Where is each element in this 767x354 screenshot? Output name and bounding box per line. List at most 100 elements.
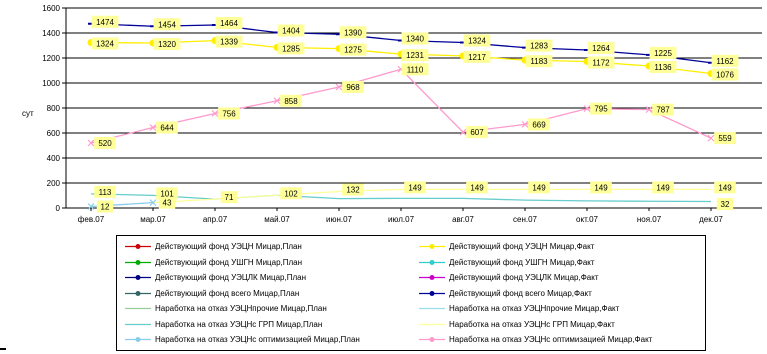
data-label: 520 <box>98 139 112 148</box>
legend-label: Наработка на отказ УЭЦНпрочие Мицар,Факт <box>449 304 620 313</box>
series-point <box>707 134 715 142</box>
data-label-bg <box>716 198 734 210</box>
legend-label: Наработка на отказ УЭЦНс оптимизацией Ми… <box>449 335 653 344</box>
data-label-bg <box>280 187 302 200</box>
data-label-bg <box>91 37 119 50</box>
y-tick-label: 400 <box>47 154 61 163</box>
series-point <box>273 97 281 105</box>
x-tick-label: окт.07 <box>576 215 598 224</box>
data-label: 968 <box>346 83 360 92</box>
data-label-bg <box>463 34 491 47</box>
data-label: 1183 <box>530 57 548 66</box>
legend-label: Наработка на отказ УЭЦНс оптимизацией Ми… <box>155 335 360 344</box>
data-label-bg <box>590 181 612 194</box>
data-label: 32 <box>721 200 730 209</box>
data-label: 787 <box>656 106 670 115</box>
data-label-bg <box>339 43 367 56</box>
legend-label: Наработка на отказ УЭЦНс ГРП Мицар,План <box>155 319 323 329</box>
y-tick-label: 1000 <box>42 79 60 88</box>
data-label: 1283 <box>530 42 548 51</box>
data-label-bg <box>587 42 615 54</box>
data-label: 149 <box>408 183 422 192</box>
legend-label: Наработка на отказ УЭЦНс ГРП Мицар,Факт <box>449 319 615 329</box>
data-label-bg <box>280 94 302 107</box>
data-label-bg <box>466 181 488 194</box>
data-label-bg <box>466 126 488 139</box>
x-tick-label: апр.07 <box>203 215 228 224</box>
data-label: 1225 <box>654 49 672 58</box>
data-label: 1136 <box>654 63 672 72</box>
legend-swatch <box>419 259 445 265</box>
legend-label: Действующий фонд УЭЦН Мицар,Факт <box>449 242 595 251</box>
data-label: 1275 <box>344 46 362 55</box>
legend-label: Действующий фонд УШГН Мицар,Факт <box>449 257 595 267</box>
data-label: 149 <box>470 183 484 192</box>
data-label-bg <box>218 107 240 120</box>
series-point <box>645 106 653 114</box>
x-tick-label: май.07 <box>264 215 290 224</box>
data-label-bg <box>215 35 243 48</box>
data-label-bg <box>649 46 677 59</box>
data-label: 607 <box>470 128 484 137</box>
legend-swatch <box>419 307 445 310</box>
legend-swatch <box>419 337 445 342</box>
series-line <box>90 193 712 203</box>
y-tick-label: 0 <box>56 204 61 213</box>
data-label-bg <box>91 15 119 28</box>
series-point <box>521 120 529 128</box>
data-label-bg <box>590 102 612 115</box>
series-point <box>583 105 591 113</box>
data-label: 1464 <box>220 19 238 28</box>
data-label-bg <box>714 132 736 145</box>
data-label-bg <box>342 183 364 196</box>
data-label-bg <box>342 81 364 93</box>
data-label-bg <box>94 137 116 149</box>
chart-legend: Действующий фонд УЭЦН Мицар,План Действую… <box>116 235 706 351</box>
data-label: 1285 <box>282 44 300 53</box>
series-point <box>459 128 467 136</box>
series-point <box>87 203 95 210</box>
data-label: 756 <box>222 110 236 119</box>
data-label: 1231 <box>406 51 424 60</box>
data-label-bg <box>528 181 550 194</box>
x-tick-label: июн.07 <box>326 215 353 224</box>
data-label: 1217 <box>468 53 486 62</box>
data-label: 149 <box>718 183 732 192</box>
legend-swatch <box>125 275 151 280</box>
legend-label: Действующий фонд всего Мицар,Факт <box>449 288 592 298</box>
data-label-bg <box>463 50 491 63</box>
data-label: 1390 <box>344 28 362 37</box>
series-point <box>87 139 95 147</box>
data-label-bg <box>711 68 739 81</box>
series-point <box>211 110 219 117</box>
data-label-bg <box>587 56 615 69</box>
x-tick-label: авг.07 <box>452 215 474 224</box>
data-label: 1264 <box>592 44 610 53</box>
data-label: 559 <box>718 134 732 143</box>
legend-label: Действующий фонд УШГН Мицар,План <box>155 257 303 267</box>
legend-swatch <box>125 244 151 249</box>
series-point <box>149 124 157 131</box>
legend-swatch <box>419 244 445 249</box>
data-label-bg <box>156 187 178 200</box>
data-label-bg <box>215 17 243 29</box>
legend-label: Наработка на отказ УЭЦНпрочие Мицар,План <box>155 304 327 313</box>
data-label-bg <box>94 185 116 198</box>
x-tick-label: дек.07 <box>699 215 723 224</box>
legend-swatch <box>419 275 445 280</box>
data-label: 149 <box>594 183 608 192</box>
data-label-bg <box>220 191 238 204</box>
data-label: 1339 <box>220 38 238 47</box>
series-point <box>149 199 157 207</box>
data-label: 1324 <box>96 40 114 49</box>
data-label-bg <box>525 55 553 68</box>
y-axis-label: сут <box>22 109 34 118</box>
data-label-bg <box>401 63 429 76</box>
legend-swatch <box>419 290 445 296</box>
data-label-bg <box>525 39 553 52</box>
legend-swatch <box>125 323 151 325</box>
data-label: 1340 <box>406 35 424 44</box>
data-label-bg <box>96 200 114 213</box>
data-label: 1454 <box>158 20 176 29</box>
